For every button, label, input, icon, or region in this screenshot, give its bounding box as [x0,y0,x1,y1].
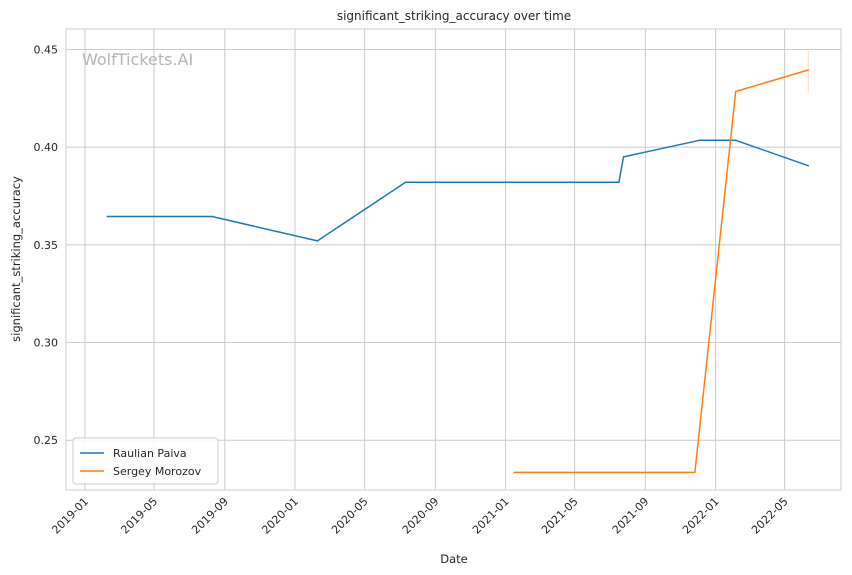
data-point-sergey-morozov [807,69,810,71]
legend-label-sergey-morozov: Sergey Morozov [113,465,202,478]
legend-box [72,437,219,485]
plot-area-border [65,28,842,491]
x-tick-label: 2022-01 [680,495,722,537]
data-point-raulian-paiva [618,181,620,184]
data-point-sergey-morozov [694,471,696,474]
data-point-raulian-paiva [734,139,737,142]
x-tick-label: 2020-09 [400,495,442,537]
y-axis-title: significant_striking_accuracy [9,176,23,342]
x-tick-label: 2019-09 [189,495,231,537]
x-tick-label: 2019-05 [118,495,160,537]
y-tick-label: 0.35 [34,239,59,252]
watermark: WolfTickets.AI [82,50,193,69]
y-tick-label: 0.40 [34,141,59,154]
y-axis-ticks: 0.25 0.30 0.35 0.40 0.45 [34,44,59,448]
y-tick-label: 0.25 [34,434,59,447]
y-tick-label: 0.45 [34,44,59,57]
x-tick-label: 2019-01 [49,495,91,537]
data-point-raulian-paiva [106,215,109,218]
data-point-sergey-morozov [513,471,515,474]
data-point-raulian-paiva [316,240,319,242]
legend: Raulian Paiva Sergey Morozov [72,437,219,485]
series-line-sergey-morozov [514,69,809,474]
grid [66,29,841,490]
data-point-raulian-paiva [211,215,213,218]
data-point-sergey-morozov [734,90,737,93]
x-tick-label: 2021-05 [539,495,581,537]
series-lines [106,50,810,474]
x-axis-title: Date [440,552,468,566]
y-tick-label: 0.30 [34,337,59,350]
x-tick-label: 2021-01 [470,495,512,537]
x-tick-label: 2020-01 [259,495,301,537]
chart-title: significant_striking_accuracy over time [337,9,571,23]
data-point-raulian-paiva [622,156,625,158]
x-tick-label: 2021-09 [610,495,652,537]
data-point-raulian-paiva [807,164,810,167]
x-tick-label: 2020-05 [329,495,371,537]
legend-label-raulian-paiva: Raulian Paiva [113,447,187,460]
x-axis-ticks: 2019-01 2019-05 2019-09 2020-01 2020-05 2020-… [49,495,790,537]
x-tick-label: 2022-05 [749,495,791,537]
data-point-raulian-paiva [698,139,701,142]
series-line-raulian-paiva [107,139,809,242]
data-point-raulian-paiva [404,181,407,184]
